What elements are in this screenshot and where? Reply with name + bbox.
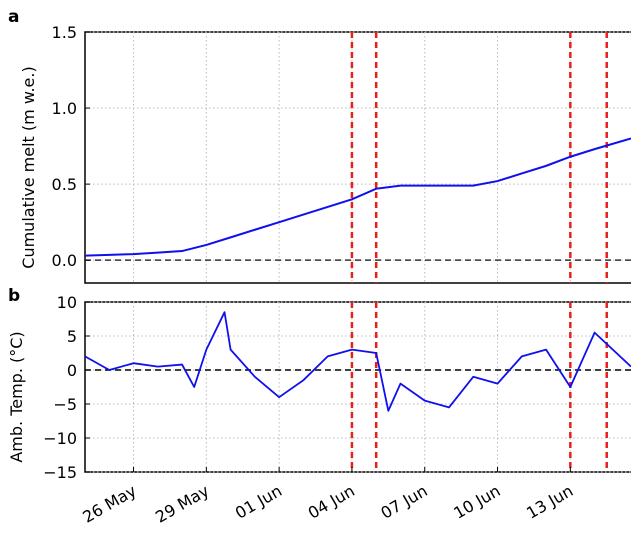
x-tick-label: 26 May — [79, 481, 139, 527]
y-tick-label: −5 — [53, 395, 77, 414]
panel-b-series — [84, 311, 631, 412]
y-tick-label: 0.0 — [52, 251, 77, 270]
panel-a-label: a — [8, 7, 19, 27]
y-tick-label: 5 — [67, 327, 77, 346]
panel-a: 0.0 0.5 1.0 1.5 a Cumulative melt (m w.e.) — [8, 7, 631, 284]
x-tick-label: 01 Jun — [232, 481, 285, 523]
y-tick-label: 10 — [57, 293, 77, 312]
panel-b-frame — [84, 301, 631, 473]
x-tick-label: 10 Jun — [450, 481, 503, 523]
panel-a-gridlines — [85, 31, 631, 283]
y-tick-label: 1.5 — [52, 23, 77, 42]
panel-a-y-ticks: 0.0 0.5 1.0 1.5 — [52, 23, 90, 270]
y-tick-label: 0 — [67, 361, 77, 380]
y-tick-label: −15 — [43, 463, 77, 482]
x-tick-label: 04 Jun — [305, 481, 358, 523]
panel-b-y-ticks: −15 −10 −5 0 5 10 — [43, 293, 90, 482]
x-tick-label: 29 May — [152, 481, 212, 527]
panel-b-event-lines — [350, 302, 608, 472]
panel-b-gridlines — [85, 301, 631, 473]
cumulative-melt-line — [84, 137, 631, 257]
x-axis-ticks: 26 May 29 May 01 Jun 04 Jun 07 Jun 10 Jun 13 J… — [79, 467, 576, 527]
panel-b: −15 −10 −5 0 5 10 26 May 29 May 01 Jun 04 Jun 07 … — [7, 286, 631, 527]
panel-a-series — [84, 137, 631, 257]
x-tick-label: 07 Jun — [378, 481, 431, 523]
y-tick-label: −10 — [43, 429, 77, 448]
panel-b-label: b — [8, 286, 20, 306]
y-tick-label: 0.5 — [52, 175, 77, 194]
y-tick-label: 1.0 — [52, 99, 77, 118]
panel-a-y-axis-label: Cumulative melt (m w.e.) — [19, 66, 38, 268]
panel-a-frame — [84, 31, 631, 284]
panel-b-y-axis-label: Amb. Temp. (°C) — [7, 331, 26, 462]
ambient-temperature-line — [84, 311, 631, 412]
x-tick-label: 13 Jun — [523, 481, 576, 523]
